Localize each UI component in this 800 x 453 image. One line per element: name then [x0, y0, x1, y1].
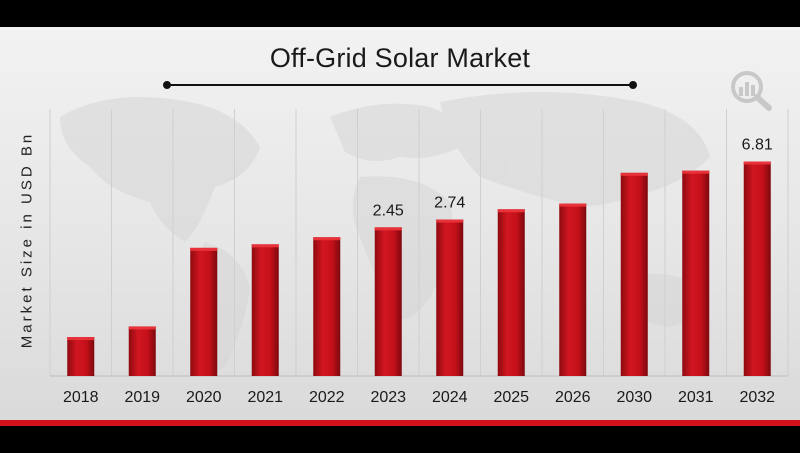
- data-label-2032: 6.81: [742, 137, 773, 154]
- bar-2018: [67, 337, 95, 376]
- x-tick-label: 2024: [432, 389, 468, 406]
- x-tick-label: 2031: [678, 389, 714, 406]
- x-tick-label: 2026: [555, 389, 591, 406]
- bar-2024: [436, 219, 464, 376]
- x-tick-label: 2025: [493, 389, 529, 406]
- chart-panel: 2.45 2.74 6.81 2018 2019 2020 2021 2022 2023 202…: [0, 27, 800, 420]
- bar-cap-2018: [67, 337, 95, 341]
- analytics-magnifier-icon: [731, 71, 772, 111]
- bar-cap-2021: [251, 244, 279, 248]
- bar-cap-2025: [497, 209, 525, 213]
- data-label-2024: 2.74: [434, 195, 465, 212]
- bar-chart: 2.45 2.74 6.81 2018 2019 2020 2021 2022 2023 202…: [49, 109, 789, 406]
- bar-2020: [190, 247, 218, 376]
- y-axis-label: Market Size in USD Bn: [18, 131, 36, 349]
- bar-2025: [497, 209, 525, 376]
- data-label-2023: 2.45: [373, 202, 404, 219]
- title-underline: [163, 81, 637, 89]
- x-tick-label: 2023: [370, 389, 406, 406]
- x-tick-label: 2021: [247, 389, 283, 406]
- bottom-bar: [0, 426, 800, 453]
- x-tick-label: 2030: [616, 389, 652, 406]
- bar-2021: [251, 244, 279, 376]
- bar-cap-2023: [374, 227, 402, 231]
- bar-2031: [682, 170, 710, 376]
- bar-cap-2030: [620, 172, 648, 176]
- x-tick-label: 2020: [186, 389, 222, 406]
- x-tick-label: 2018: [63, 389, 99, 406]
- accent-strip: [0, 420, 800, 426]
- bar-2023: [374, 227, 402, 376]
- x-tick-label: 2032: [739, 389, 775, 406]
- bar-cap-2022: [313, 237, 341, 241]
- chart-title: Off-Grid Solar Market: [269, 43, 531, 73]
- bar-2022: [313, 237, 341, 376]
- x-tick-label: 2019: [124, 389, 160, 406]
- bar-cap-2026: [559, 203, 587, 207]
- bar-cap-2020: [190, 247, 218, 251]
- bar-2019: [128, 326, 156, 376]
- bar-cap-2032: [743, 161, 771, 165]
- bar-2032: [743, 161, 771, 376]
- x-tick-label: 2022: [309, 389, 345, 406]
- bar-2030: [620, 172, 648, 376]
- bar-cap-2024: [436, 219, 464, 223]
- bar-cap-2019: [128, 326, 156, 330]
- bar-2026: [559, 203, 587, 376]
- bar-cap-2031: [682, 170, 710, 174]
